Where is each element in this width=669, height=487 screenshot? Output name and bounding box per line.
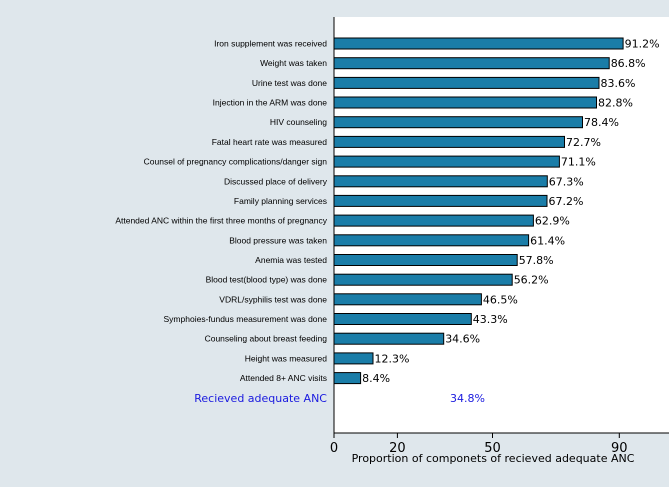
bar bbox=[333, 372, 362, 385]
value-label: 43.3% bbox=[473, 313, 508, 326]
x-tick-label: 50 bbox=[484, 441, 501, 456]
x-tick-label: 20 bbox=[389, 441, 406, 456]
value-label: 12.3% bbox=[375, 352, 410, 365]
bar bbox=[333, 313, 472, 325]
bar bbox=[333, 273, 513, 286]
category-label: Blood test(blood type) was done bbox=[206, 275, 328, 285]
value-label: 46.5% bbox=[483, 293, 518, 306]
category-label: HIV counseling bbox=[270, 117, 327, 127]
value-label: 72.7% bbox=[566, 136, 601, 149]
value-label: 86.8% bbox=[611, 57, 646, 70]
bar bbox=[333, 234, 530, 247]
value-label: 62.9% bbox=[535, 215, 570, 228]
value-label: 57.8% bbox=[519, 254, 554, 267]
category-label: Weight was taken bbox=[260, 58, 327, 68]
x-tick-label: 0 bbox=[330, 441, 338, 456]
category-label: Height was measured bbox=[245, 353, 327, 363]
summary-label: Recieved adequate ANC bbox=[194, 392, 327, 405]
bar bbox=[333, 37, 624, 50]
category-labels: Iron supplement was received Weight was t… bbox=[115, 39, 327, 384]
value-label: 8.4% bbox=[362, 372, 390, 385]
category-label: Fatal heart rate was measured bbox=[212, 137, 328, 147]
value-label: 82.8% bbox=[598, 97, 633, 110]
category-label: Urine test was done bbox=[252, 78, 327, 88]
value-label: 71.1% bbox=[561, 156, 596, 169]
value-labels: 91.2% 86.8% 83.6% 82.8% 78.4% 72.7% 71.1% 67.3%… bbox=[362, 38, 659, 386]
x-axis-label: Proportion of componets of recieved adeq… bbox=[352, 452, 635, 465]
summary-value: 34.8% bbox=[450, 392, 485, 405]
bar bbox=[333, 116, 583, 129]
bar bbox=[333, 76, 600, 89]
value-label: 67.2% bbox=[549, 195, 584, 208]
bar bbox=[333, 352, 374, 365]
category-label: Discussed place of delivery bbox=[224, 176, 328, 186]
category-label: Symphoies-fundus measurement was done bbox=[164, 314, 328, 324]
value-label: 67.3% bbox=[549, 175, 584, 188]
value-label: 61.4% bbox=[530, 234, 565, 247]
bar bbox=[333, 194, 548, 207]
bar bbox=[333, 135, 565, 148]
bar bbox=[333, 57, 610, 70]
x-axis-ticks: 0 20 50 90 bbox=[330, 433, 628, 456]
x-tick-label: 90 bbox=[611, 441, 628, 456]
bar bbox=[333, 155, 560, 168]
bar bbox=[333, 96, 597, 109]
bar bbox=[333, 254, 518, 266]
value-label: 83.6% bbox=[601, 77, 636, 90]
value-label: 34.6% bbox=[445, 333, 480, 346]
bars-group bbox=[333, 37, 624, 385]
category-label: Iron supplement was received bbox=[214, 39, 327, 49]
bar bbox=[333, 175, 548, 188]
category-label: Counsel of pregnancy complications/dange… bbox=[144, 157, 328, 167]
bar bbox=[333, 293, 482, 306]
bar bbox=[333, 332, 445, 345]
category-label: Family planning services bbox=[234, 196, 327, 206]
category-label: Attended ANC within the first three mont… bbox=[115, 216, 327, 226]
category-label: Counseling about breast feeding bbox=[205, 334, 328, 344]
category-label: Attended 8+ ANC visits bbox=[240, 373, 327, 383]
value-label: 78.4% bbox=[584, 116, 619, 129]
value-label: 56.2% bbox=[514, 274, 549, 287]
category-label: Anemia was tested bbox=[255, 255, 327, 265]
category-label: VDRL/syphilis test was done bbox=[219, 294, 327, 304]
value-label: 91.2% bbox=[625, 38, 660, 51]
bar bbox=[333, 214, 534, 227]
category-label: Blood pressure was taken bbox=[229, 235, 327, 245]
category-label: Injection in the ARM was done bbox=[213, 98, 328, 108]
